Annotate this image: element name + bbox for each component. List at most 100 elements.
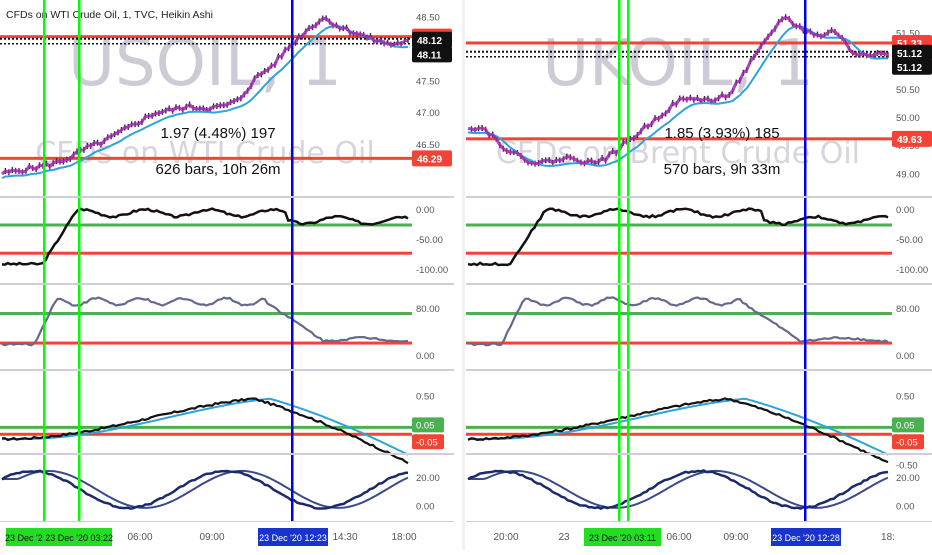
osc-tick-label: 0.00 [896,205,915,216]
1-osc0-level-1[interactable] [466,251,892,255]
0-osc1-level-0[interactable] [0,311,412,315]
1-osc1-level-1[interactable] [466,341,892,345]
pane-divider [0,453,454,455]
price-tick-label: 48.50 [416,13,440,24]
1-time-marker-green-0[interactable] [618,0,621,521]
pane-divider [466,453,932,455]
pane-divider [466,196,932,198]
time-tick-label: 09:00 [723,532,748,543]
osc-badge: 0.05 [416,420,435,431]
measure-label-bars: 570 bars, 9h 33m [664,161,781,178]
time-badge-green: 23 Dec '2 23 Dec '20 03:22 [5,533,113,543]
price-tick-label: 47.50 [416,76,440,87]
time-badge-blue: 23 Dec '20 12:23 [259,533,327,543]
0-pane-bg-3 [0,371,410,452]
0-osc1-level-1[interactable] [0,341,412,345]
0-osc2-level-0[interactable] [0,425,412,429]
0-osc0-level-0[interactable] [0,223,412,227]
osc-tick-label: -100.00 [896,265,928,276]
price-tick-label: 50.50 [896,85,920,96]
price-tick-label: 46.50 [416,140,440,151]
osc-tick-label: 0.00 [416,351,435,362]
price-badge-bg [412,150,452,167]
1-resistance-line-1[interactable] [466,137,892,141]
osc-badge-bg [892,417,924,433]
0-time-marker-green-1[interactable] [78,0,81,521]
1-price-line [467,15,889,166]
1-osc1-line [467,296,889,347]
0-pane-bg-4 [0,455,410,521]
1-osc0-level-0[interactable] [466,223,892,227]
price-badge: 46.29 [417,154,442,165]
osc-tick-label: 0.50 [416,391,435,402]
watermark-symbol: UKOIL, 1 [542,27,814,101]
1-osc0-line [467,207,889,267]
time-tick-label: 14:30 [332,532,357,543]
pane-divider [466,283,932,285]
price-tick-label: 47.00 [416,108,440,119]
0-pane-bg-1 [0,198,410,282]
measure-label-change: 1.85 (3.93%) 185 [664,125,779,142]
osc-tick-label: 20.00 [896,473,920,484]
0-osc0-level-1[interactable] [0,251,412,255]
0-resistance-line-1[interactable] [0,156,412,160]
osc-badge: -0.05 [896,437,918,448]
pane-divider [0,283,454,285]
time-badge-bg-green [6,528,112,546]
0-resistance-line-0[interactable] [0,35,412,39]
price-tick-label: 49.00 [896,169,920,180]
osc-badge: -0.05 [416,437,438,448]
time-badge-blue: 23 Dec '20 12:28 [772,533,840,543]
0-time-marker-blue[interactable] [291,0,294,521]
price-badge-bg [892,44,932,61]
1-osc3-signal-line [468,469,889,509]
1-pane-bg-2 [466,285,890,368]
osc-tick-label: 20.00 [416,473,440,484]
osc-badge-bg [892,434,924,450]
time-tick-label: 06:00 [666,532,691,543]
time-badge-green: 23 Dec '20 03:11 [589,533,656,543]
0-osc3-line [1,469,409,510]
1-osc3-line [467,469,889,510]
0-osc2-level-1[interactable] [0,432,412,436]
time-axis-line [0,521,454,522]
price-badge-bg [892,130,932,147]
price-badge-bg [892,58,932,75]
1-resistance-line-0[interactable] [466,41,892,45]
1-pane-bg-4 [466,455,890,521]
price-tick-label: 51.50 [896,28,920,39]
1-time-marker-green-1[interactable] [627,0,630,521]
1-osc1-level-0[interactable] [466,311,892,315]
chart-separator [462,0,465,550]
0-osc2-signal-line [2,397,409,456]
0-osc0-line [1,207,409,266]
time-tick-label: 06:00 [127,532,152,543]
1-osc2-level-0[interactable] [466,425,892,429]
1-osc2-level-1[interactable] [466,432,892,436]
osc-tick-label: 0.50 [896,391,915,402]
price-badge: 51.12 [897,63,922,74]
price-badge-bg [412,31,452,48]
1-pane-bg-1 [466,198,890,282]
time-axis-line [466,521,932,522]
osc-tick-label: -100.00 [416,265,448,276]
osc-tick-label: -50.00 [416,235,443,246]
0-pane-bg-2 [0,285,410,368]
1-osc2-line [467,397,889,464]
0-price-line [0,16,409,176]
osc-badge-bg [412,417,444,433]
1-time-marker-blue[interactable] [804,0,807,521]
time-tick-label: 09:00 [199,532,224,543]
time-badge-bg-blue [771,528,841,546]
measure-label-bars: 626 bars, 10h 26m [155,161,280,178]
1-osc2-signal-line [468,397,889,456]
price-badge: 51.12 [897,49,922,60]
price-badge: 49.63 [897,135,922,146]
0-time-marker-green-0[interactable] [43,0,46,521]
0-osc1-line [1,296,409,347]
osc-tick-label: 0.00 [896,501,915,512]
0-osc3-signal-line [2,469,409,509]
price-tick-label: 50.00 [896,113,920,124]
osc-tick-label: 0.00 [896,351,915,362]
